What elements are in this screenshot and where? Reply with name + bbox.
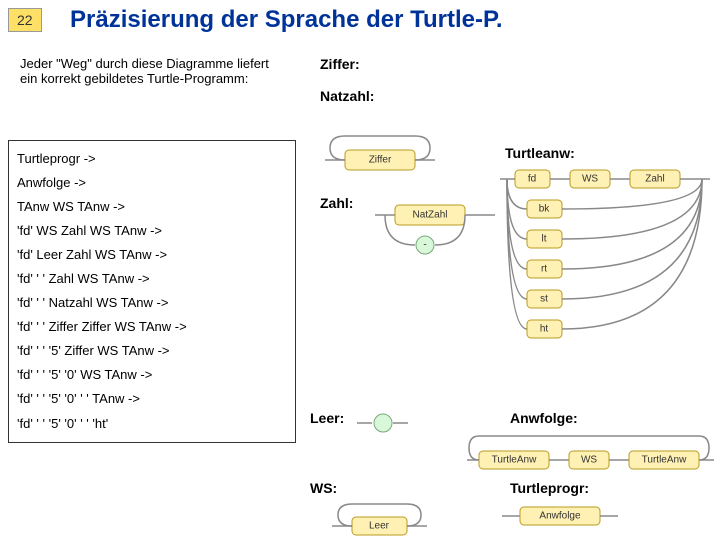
ta-lt: lt xyxy=(542,234,547,245)
derivation-step: 'fd' ' ' Natzahl WS TAnw -> xyxy=(17,291,287,315)
derivation-list: Turtleprogr -> Anwfolge -> TAnw WS TAnw … xyxy=(8,140,296,443)
zahl-label: Zahl: xyxy=(320,195,353,211)
ta-bk: bk xyxy=(539,204,551,215)
ta-ht: ht xyxy=(540,324,549,335)
intro-text: Jeder "Weg" durch diese Diagramme liefer… xyxy=(20,56,270,86)
turtleprogr-diagram: Anwfolge xyxy=(500,502,650,532)
ta-zahl: Zahl xyxy=(645,174,664,185)
anw-ta1: TurtleAnw xyxy=(492,455,537,466)
derivation-step: Anwfolge -> xyxy=(17,171,287,195)
anw-ta2: TurtleAnw xyxy=(642,455,687,466)
zahl-neg: - xyxy=(423,240,426,251)
ta-fd: fd xyxy=(528,174,536,185)
turtleanw-label: Turtleanw: xyxy=(505,145,575,161)
anwfolge-label: Anwfolge: xyxy=(510,410,578,426)
derivation-step: TAnw WS TAnw -> xyxy=(17,195,287,219)
leer-label: Leer: xyxy=(310,410,344,426)
derivation-step: 'fd' WS Zahl WS TAnw -> xyxy=(17,219,287,243)
anwfolge-diagram: TurtleAnw WS TurtleAnw xyxy=(465,430,720,476)
ta-rt: rt xyxy=(541,264,547,275)
natzahl-diagram: Ziffer xyxy=(320,130,460,180)
ziffer-label: Ziffer: xyxy=(320,56,360,72)
page-title: Präzisierung der Sprache der Turtle-P. xyxy=(70,6,503,34)
turtleanw-diagram: fd WS Zahl bk lt rt st ht xyxy=(495,165,720,385)
derivation-step: 'fd' ' ' Ziffer Ziffer WS TAnw -> xyxy=(17,315,287,339)
turtleprogr-label: Turtleprogr: xyxy=(510,480,589,496)
derivation-step: 'fd' Leer Zahl WS TAnw -> xyxy=(17,243,287,267)
derivation-step: 'fd' ' ' '5' Ziffer WS TAnw -> xyxy=(17,339,287,363)
tp-node: Anwfolge xyxy=(539,511,581,522)
derivation-step: 'fd' ' ' '5' '0' ' ' 'ht' xyxy=(17,412,287,436)
natzahl-label: Natzahl: xyxy=(320,88,374,104)
derivation-step: 'fd' ' ' '5' '0' ' ' TAnw -> xyxy=(17,387,287,411)
anw-ws: WS xyxy=(581,455,597,466)
derivation-step: 'fd' ' ' Zahl WS TAnw -> xyxy=(17,267,287,291)
derivation-step: Turtleprogr -> xyxy=(17,147,287,171)
ta-ws: WS xyxy=(582,174,598,185)
leer-diagram xyxy=(355,408,415,438)
ws-label: WS: xyxy=(310,480,337,496)
ta-st: st xyxy=(540,294,548,305)
derivation-step: 'fd' ' ' '5' '0' WS TAnw -> xyxy=(17,363,287,387)
ws-node: Leer xyxy=(369,521,390,532)
natzahl-node: Ziffer xyxy=(369,155,392,166)
zahl-node: NatZahl xyxy=(412,210,447,221)
page-number: 22 xyxy=(8,8,42,32)
ws-diagram: Leer xyxy=(330,498,450,540)
